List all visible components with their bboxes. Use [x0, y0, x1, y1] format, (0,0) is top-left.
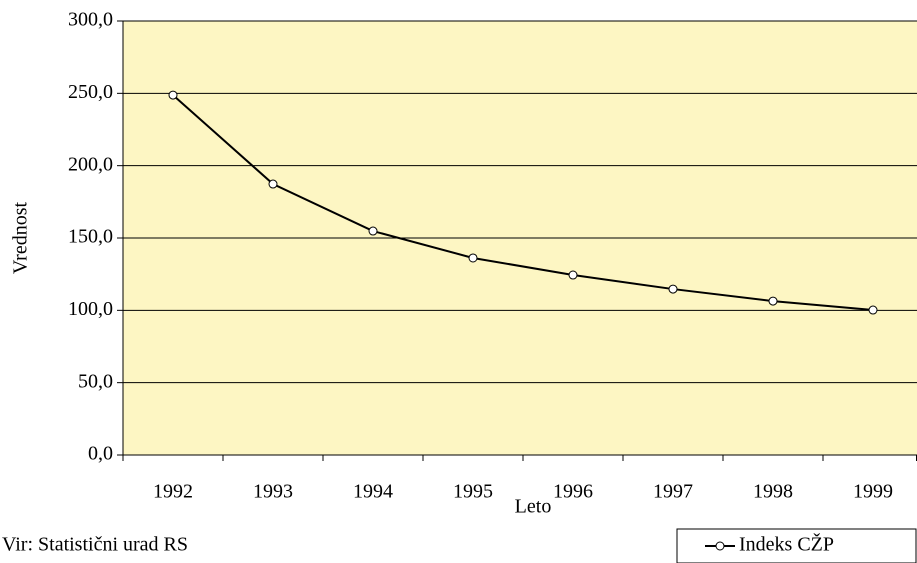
marker — [468, 253, 478, 263]
marker — [268, 179, 278, 189]
x-tick-label: 1995 — [453, 481, 493, 503]
x-tick-label: 1997 — [653, 481, 693, 503]
x-tick-label: 1999 — [853, 481, 893, 503]
marker — [168, 90, 178, 100]
y-tick-label: 100,0 — [68, 298, 113, 320]
marker — [368, 226, 378, 236]
x-tick-label: 1998 — [753, 481, 793, 503]
marker — [668, 284, 678, 294]
y-tick-label: 50,0 — [78, 370, 113, 392]
y-tick-label: 0,0 — [88, 443, 113, 465]
y-axis-label: Vrednost — [10, 202, 32, 275]
y-tick-label: 200,0 — [68, 153, 113, 175]
y-tick-label: 150,0 — [68, 226, 113, 248]
marker — [768, 296, 778, 306]
line — [172, 94, 874, 312]
legend-marker — [715, 541, 725, 551]
marker — [568, 270, 578, 280]
legend-label: Indeks CŽP — [739, 533, 834, 556]
x-axis-label: Leto — [515, 496, 552, 518]
x-tick-label: 1996 — [553, 481, 593, 503]
x-tick-label: 1992 — [153, 481, 193, 503]
x-tick-label: 1994 — [353, 481, 393, 503]
y-tick-label: 300,0 — [68, 9, 113, 31]
marker — [868, 305, 878, 315]
source-note: Vir: Statistični urad RS — [2, 534, 188, 556]
x-tick-label: 1993 — [253, 481, 293, 503]
y-tick-label: 250,0 — [68, 81, 113, 103]
